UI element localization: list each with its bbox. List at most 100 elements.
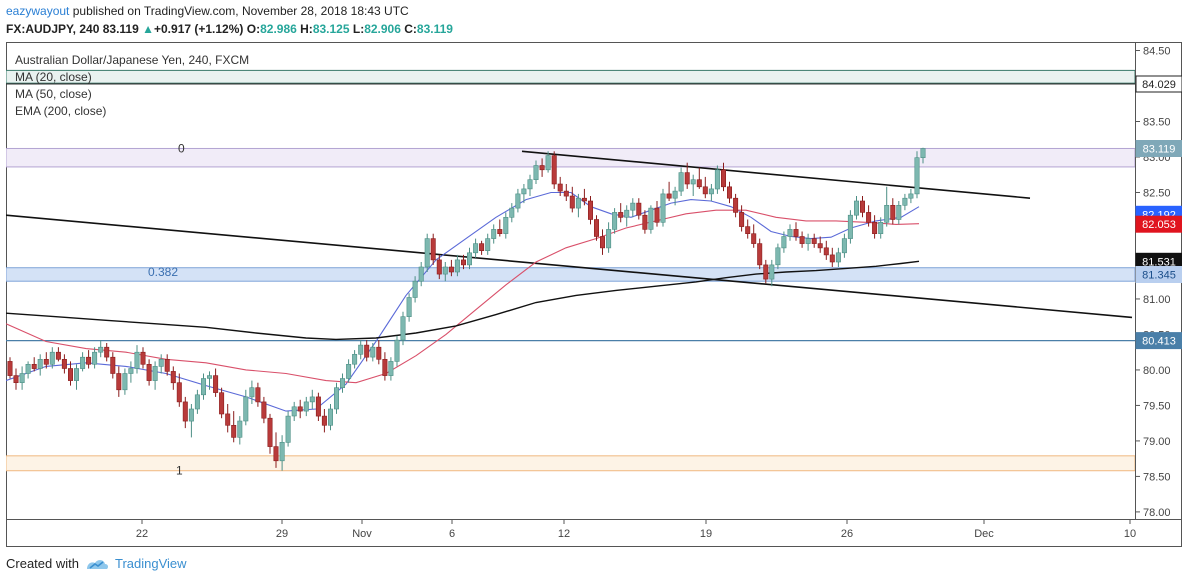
candle-body xyxy=(823,247,829,256)
price-label: 80.413 xyxy=(1142,336,1176,348)
candle-body xyxy=(454,259,460,273)
candle-body xyxy=(551,155,557,185)
candle-body xyxy=(491,229,497,239)
y-tick-label: 78.00 xyxy=(1143,507,1171,519)
candle-body xyxy=(606,229,612,249)
candle-body xyxy=(636,202,642,216)
legend-item-ma20[interactable]: MA (20, close) xyxy=(15,70,92,84)
candle-body xyxy=(25,363,31,374)
candle-body xyxy=(134,351,140,369)
candle-body xyxy=(884,205,890,223)
candle-body xyxy=(696,179,702,188)
symbol-label: FX:AUDJPY, 240 xyxy=(6,22,100,36)
fib-level-label: 0.382 xyxy=(148,265,178,279)
candle-body xyxy=(563,190,569,197)
candle-body xyxy=(612,212,618,230)
candle-body xyxy=(225,413,231,426)
candle-body xyxy=(618,212,624,218)
candle-body xyxy=(781,236,787,249)
candle-body xyxy=(793,229,799,237)
candle-body xyxy=(346,363,352,379)
candle-body xyxy=(237,420,243,438)
zone-band xyxy=(6,69,1135,84)
x-tick-label: 12 xyxy=(558,528,570,540)
candle-body xyxy=(128,368,134,374)
candle-body xyxy=(479,243,485,252)
candle-body xyxy=(515,193,521,209)
candle-body xyxy=(315,396,321,417)
candle-body xyxy=(412,280,418,298)
candle-body xyxy=(460,259,466,266)
candle-body xyxy=(67,368,73,381)
candle-body xyxy=(648,207,654,230)
tradingview-logo-icon xyxy=(86,559,109,569)
candle-body xyxy=(733,197,739,213)
candle-body xyxy=(896,205,902,220)
candle-body xyxy=(231,424,237,438)
candle-body xyxy=(878,222,884,235)
high-value: 83.125 xyxy=(312,22,350,36)
tradingview-brand[interactable]: TradingView xyxy=(114,556,187,571)
candle-body xyxy=(370,346,376,358)
candle-body xyxy=(424,238,430,268)
zone-band xyxy=(6,267,1135,282)
author-link[interactable]: eazywayout xyxy=(6,4,70,18)
y-tick-label: 79.00 xyxy=(1143,436,1171,448)
high-label: H: xyxy=(300,22,313,36)
legend-item-ma50[interactable]: MA (50, close) xyxy=(15,87,92,101)
price-label: 82.053 xyxy=(1142,219,1176,231)
candle-body xyxy=(333,387,339,410)
candle-body xyxy=(533,165,539,180)
price-label: 83.119 xyxy=(1143,144,1176,156)
candle-body xyxy=(364,344,370,358)
legend-item-ema200[interactable]: EMA (200, close) xyxy=(15,104,106,118)
candle-body xyxy=(249,387,255,398)
candle-body xyxy=(708,188,714,195)
y-tick-label: 79.50 xyxy=(1143,400,1171,412)
open-label: O: xyxy=(246,22,261,36)
candle-body xyxy=(539,165,545,171)
candle-body xyxy=(569,195,575,209)
low-value: 82.906 xyxy=(364,22,401,36)
candle-body xyxy=(382,358,388,376)
candle-body xyxy=(914,157,920,195)
moving-average-line xyxy=(6,260,920,341)
candle-body xyxy=(213,375,219,393)
candle-body xyxy=(575,197,581,209)
candle-body xyxy=(92,351,98,365)
candle-body xyxy=(841,238,847,254)
candle-body xyxy=(164,358,170,372)
price-change: +0.917 (+1.12%) xyxy=(154,22,244,36)
candle-body xyxy=(297,406,303,412)
candle-body xyxy=(86,356,92,365)
candle-body xyxy=(291,406,297,417)
candle-body xyxy=(152,366,158,381)
candle-body xyxy=(726,186,732,199)
candle-body xyxy=(678,172,684,192)
candle-body xyxy=(799,236,805,244)
candle-body xyxy=(763,264,769,280)
y-tick-label: 82.50 xyxy=(1143,188,1171,200)
candle-body xyxy=(599,236,605,249)
candle-body xyxy=(751,233,757,244)
created-with-text: Created with xyxy=(6,556,79,571)
candle-body xyxy=(273,446,279,462)
candle-body xyxy=(642,214,648,230)
candle-body xyxy=(176,382,182,403)
candle-body xyxy=(485,238,491,252)
candle-body xyxy=(587,200,593,220)
candle-body xyxy=(182,401,188,422)
candle-body xyxy=(170,371,176,384)
y-tick-label: 81.00 xyxy=(1143,294,1171,306)
candle-body xyxy=(714,169,720,190)
candle-body xyxy=(43,358,49,365)
candle-body xyxy=(430,238,436,261)
candle-body xyxy=(19,373,25,383)
candle-body xyxy=(285,415,291,443)
x-tick-label: 19 xyxy=(700,528,712,540)
candle-body xyxy=(817,243,823,249)
candle-body xyxy=(436,259,442,275)
candle-body xyxy=(847,214,853,239)
